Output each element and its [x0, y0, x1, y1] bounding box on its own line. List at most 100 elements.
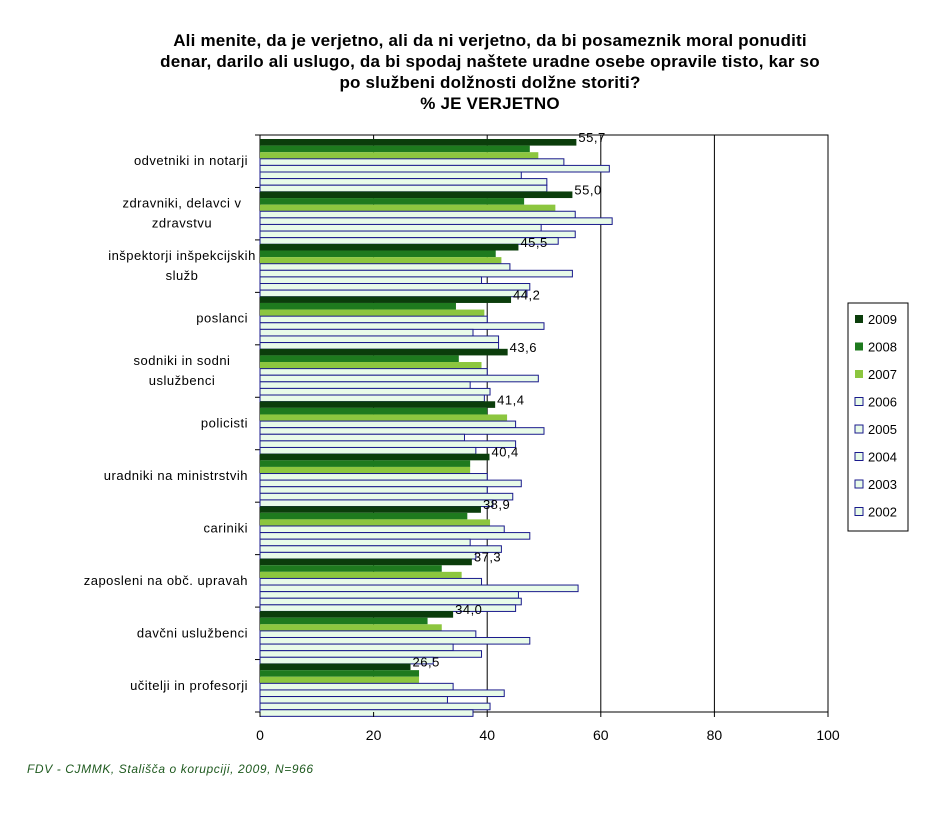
bar-2008 [260, 407, 488, 415]
legend-swatch [855, 315, 863, 323]
data-label: 40,4 [491, 445, 518, 460]
bar-2009 [260, 348, 508, 356]
bar-2005 [259, 532, 531, 540]
bar-2009 [260, 611, 454, 618]
bar-2003 [259, 650, 483, 658]
legend-label: 2003 [868, 477, 897, 492]
bar-2005 [259, 322, 545, 330]
bar-2004 [259, 381, 471, 389]
legend-swatch [854, 424, 864, 434]
data-label: 43,6 [510, 340, 537, 355]
title-line: Ali menite, da je verjetno, ali da ni ve… [173, 31, 807, 50]
title-line: denar, darilo ali uslugo, da bi spodaj n… [160, 52, 820, 71]
data-label: 55,0 [574, 182, 601, 197]
bar-2007 [260, 676, 420, 684]
data-label: 34,0 [455, 602, 482, 617]
bar-2004 [259, 328, 474, 337]
category-label: učitelji in profesorji [130, 678, 248, 693]
category-label: poslanci [196, 311, 248, 326]
bar-2006 [259, 158, 565, 166]
legend-swatch [855, 370, 863, 378]
legend-swatch [854, 479, 864, 489]
category-label: davčni uslužbenci [137, 625, 248, 640]
bar-2008 [260, 145, 530, 153]
bar-2007 [260, 257, 502, 264]
bar-2002 [259, 394, 485, 403]
bar-2002 [259, 656, 434, 665]
bar-2009 [260, 558, 472, 566]
bar-2009 [260, 506, 481, 513]
bar-2009 [260, 453, 490, 461]
bar-2005 [259, 584, 579, 593]
bar-2005 [259, 427, 545, 435]
bar-2005 [259, 689, 505, 698]
bar-2002 [259, 289, 528, 298]
bar-2007 [260, 519, 491, 526]
bar-2006 [259, 473, 488, 481]
legend-swatch [855, 342, 863, 351]
bar-2008 [260, 670, 420, 677]
category-label: zdravstvu [152, 216, 212, 231]
bar-2003 [259, 178, 548, 186]
source-note: FDV - CJMMK, Stališča o korupciji, 2009,… [27, 762, 314, 776]
bar-2006 [259, 368, 488, 376]
category-label: policisti [201, 416, 248, 431]
legend-label: 2006 [868, 395, 897, 410]
bar-2003 [259, 283, 531, 291]
category-label: zdravniki, delavci v [122, 196, 241, 211]
bar-2007 [260, 309, 485, 317]
bar-2006 [259, 577, 483, 586]
data-label: 45,5 [520, 235, 547, 250]
title-line: % JE VERJETNO [420, 94, 560, 113]
category-label: inšpektorji inšpekcijskih [108, 248, 256, 263]
category-label: služb [166, 268, 199, 283]
bar-2006 [259, 263, 511, 271]
category-label: odvetniki in notarji [134, 153, 248, 168]
bar-2006 [259, 210, 576, 219]
bar-2004 [259, 433, 465, 442]
bar-2006 [259, 682, 454, 691]
bar-2003 [259, 545, 502, 553]
legend-label: 2004 [868, 450, 897, 465]
bar-2003 [259, 702, 491, 711]
bar-2005 [259, 479, 522, 488]
bar-2004 [259, 643, 454, 652]
bar-2005 [259, 374, 539, 383]
bar-2009 [260, 296, 512, 303]
legend-label: 2007 [868, 367, 897, 382]
bar-2005 [259, 217, 613, 225]
category-label: uradniki na ministrstvih [104, 468, 248, 483]
bar-2008 [260, 198, 525, 205]
bar-2007 [260, 624, 442, 631]
bar-2004 [259, 171, 522, 180]
bar-2004 [259, 486, 488, 494]
bar-2008 [260, 565, 442, 572]
category-label: cariniki [204, 520, 248, 535]
bar-2006 [259, 315, 488, 324]
bar-2002 [259, 446, 477, 455]
bar-2007 [260, 571, 462, 579]
bar-2007 [260, 414, 508, 422]
data-label: 26,5 [413, 655, 440, 670]
legend-box [847, 302, 909, 532]
bar-2002 [259, 709, 474, 717]
bar-2002 [259, 551, 477, 560]
bar-2008 [260, 460, 471, 467]
x-tick-label: 60 [593, 727, 609, 743]
bar-2009 [260, 139, 577, 146]
bar-2004 [259, 591, 519, 599]
legend-swatch [854, 507, 864, 516]
bar-2009 [260, 191, 573, 199]
legend-label: 2002 [868, 505, 897, 520]
x-tick-label: 80 [707, 727, 723, 743]
data-label: 37,3 [474, 550, 501, 565]
bar-2002 [259, 342, 500, 350]
bar-2003 [259, 335, 500, 344]
bar-2005 [259, 636, 531, 645]
data-label: 38,9 [483, 497, 510, 512]
bar-2006 [259, 630, 477, 638]
bar-2006 [259, 420, 517, 429]
bar-2004 [259, 223, 542, 232]
bar-2009 [260, 243, 519, 251]
